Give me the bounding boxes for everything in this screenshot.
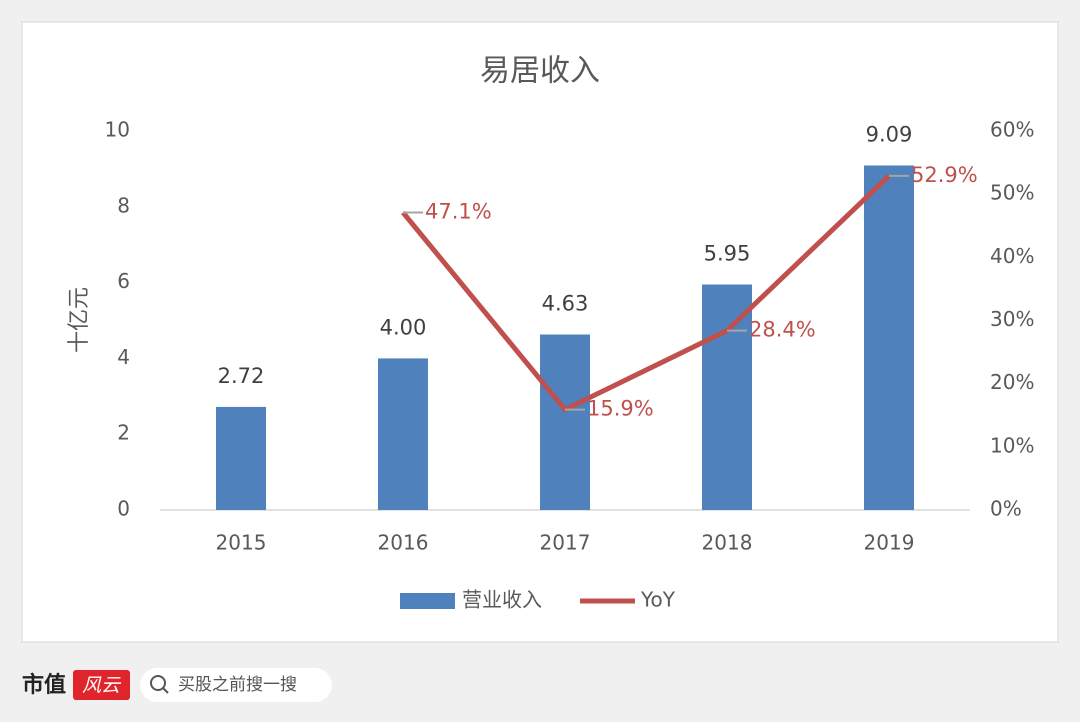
y2-tick-label: 10% [990,433,1034,457]
line-label: 47.1% [425,199,492,223]
search-icon [162,687,169,694]
y2-tick-label: 20% [990,370,1034,394]
logo: 风云 [82,675,122,697]
y-tick-label: 4 [117,345,130,369]
search-text: 买股之前搜一搜 [178,675,297,695]
y2-tick-label: 0% [990,497,1022,521]
bar [378,358,428,510]
bar-label: 9.09 [866,122,913,146]
y2-tick-label: 50% [990,181,1034,205]
y-tick-label: 6 [117,269,130,293]
y-tick-label: 0 [117,497,130,521]
line-label: 28.4% [749,318,816,342]
legend-label: 营业收入 [462,588,542,612]
y-tick-label: 2 [117,421,130,445]
line-label: 52.9% [911,163,978,187]
logo-box [73,670,130,700]
y-tick-label: 10 [105,118,130,142]
x-tick-label: 2018 [702,531,753,555]
bar-label: 2.72 [218,364,265,388]
x-tick-label: 2016 [378,531,429,555]
y-axis-label: 十亿元 [67,287,92,353]
line [401,174,891,413]
footer: 市值 风云 买股之前搜一搜 [22,668,332,702]
search-box[interactable] [140,668,332,702]
y2-tick-label: 60% [990,118,1034,142]
legend-label: YoY [640,588,676,612]
bar [540,334,590,510]
bar [216,406,266,510]
legend-swatch [400,593,455,609]
bar [702,284,752,510]
y2-tick-label: 40% [990,244,1034,268]
x-tick-label: 2017 [540,531,591,555]
bar-label: 4.00 [380,315,427,339]
y-tick-label: 8 [117,193,130,217]
y2-tick-label: 30% [990,307,1034,331]
bar [864,165,914,510]
bar-label: 4.63 [542,292,589,316]
x-tick-label: 2015 [216,531,267,555]
bar-label: 5.95 [704,241,751,265]
x-tick-label: 2019 [864,531,915,555]
line-label: 15.9% [587,397,654,421]
brand: 市值 [22,672,66,698]
chart-title: 易居收入 [480,54,600,89]
search-icon [150,675,166,691]
